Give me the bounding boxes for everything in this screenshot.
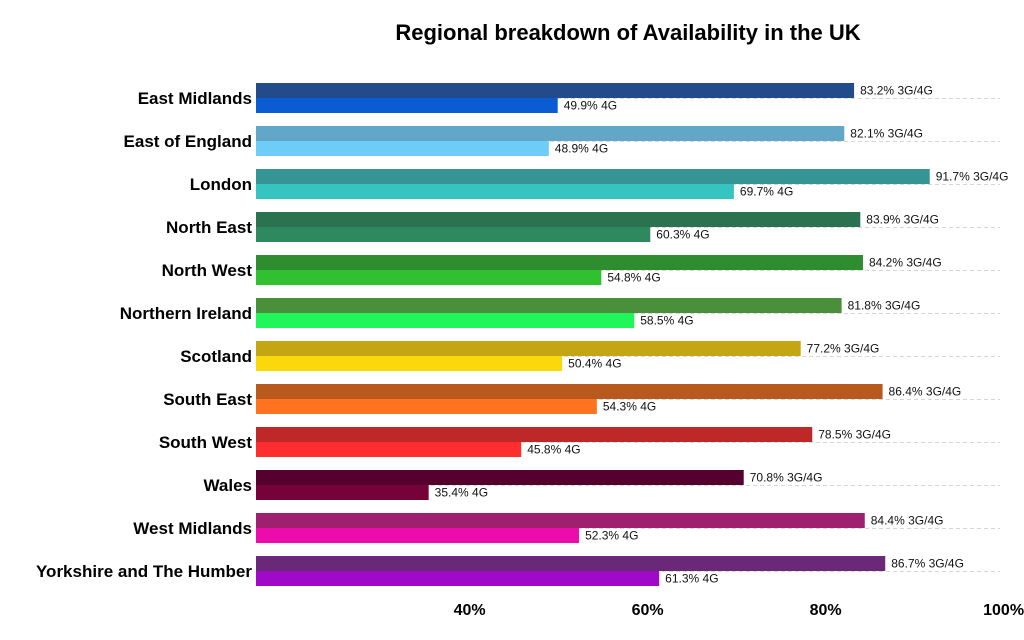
- bar-4g: [256, 184, 734, 199]
- bars: [256, 83, 930, 586]
- data-label-3g4g: 77.2% 3G/4G: [807, 342, 880, 356]
- data-label-4g: 52.3% 4G: [585, 529, 638, 543]
- data-label-4g: 35.4% 4G: [435, 486, 488, 500]
- bar-3g4g: [256, 83, 855, 98]
- x-axis-ticks: 40% 60% 80% 100%: [454, 602, 1024, 619]
- category-label: Northern Ireland: [120, 304, 252, 323]
- bar-4g: [256, 442, 522, 457]
- bar-4g: [256, 571, 660, 586]
- data-label-3g4g: 84.2% 3G/4G: [869, 256, 942, 270]
- bar-3g4g: [256, 212, 861, 227]
- bar-4g: [256, 356, 563, 371]
- data-label-3g4g: 81.8% 3G/4G: [848, 299, 921, 313]
- bar-3g4g: [256, 470, 744, 485]
- bar-4g: [256, 270, 602, 285]
- data-label-4g: 69.7% 4G: [740, 185, 793, 199]
- bar-3g4g: [256, 298, 842, 313]
- category-label: Yorkshire and The Humber: [36, 562, 252, 581]
- bar-4g: [256, 313, 635, 328]
- bar-3g4g: [256, 341, 801, 356]
- data-label-3g4g: 83.9% 3G/4G: [866, 213, 939, 227]
- bar-4g: [256, 485, 429, 500]
- x-tick-label: 60%: [632, 602, 664, 619]
- data-label-3g4g: 86.7% 3G/4G: [891, 557, 964, 571]
- x-tick-label: 80%: [810, 602, 842, 619]
- x-tick-label: 40%: [454, 602, 486, 619]
- data-label-3g4g: 83.2% 3G/4G: [860, 84, 933, 98]
- category-label: West Midlands: [133, 519, 252, 538]
- data-labels: 83.2% 3G/4G 49.9% 4G 82.1% 3G/4G 48.9% 4G 91…: [435, 84, 1009, 586]
- category-labels: East Midlands East of England London North …: [36, 89, 252, 581]
- data-label-3g4g: 91.7% 3G/4G: [936, 170, 1009, 184]
- x-tick-label: 100%: [983, 602, 1024, 619]
- data-label-4g: 60.3% 4G: [656, 228, 709, 242]
- data-label-3g4g: 78.5% 3G/4G: [818, 428, 891, 442]
- data-label-4g: 50.4% 4G: [568, 357, 621, 371]
- data-label-4g: 48.9% 4G: [555, 142, 608, 156]
- chart-title: Regional breakdown of Availability in th…: [395, 20, 861, 45]
- bar-4g: [256, 227, 651, 242]
- bar-3g4g: [256, 169, 930, 184]
- category-label: Scotland: [180, 347, 252, 366]
- category-label: South West: [159, 433, 253, 452]
- category-label: North East: [166, 218, 252, 237]
- category-label: Wales: [203, 476, 252, 495]
- category-label: North West: [162, 261, 253, 280]
- data-label-4g: 54.3% 4G: [603, 400, 656, 414]
- bar-3g4g: [256, 556, 886, 571]
- data-label-3g4g: 82.1% 3G/4G: [850, 127, 923, 141]
- bar-4g: [256, 98, 558, 113]
- bar-4g: [256, 528, 580, 543]
- data-label-4g: 58.5% 4G: [640, 314, 693, 328]
- data-label-4g: 49.9% 4G: [564, 99, 617, 113]
- bar-3g4g: [256, 384, 883, 399]
- category-label: East of England: [124, 132, 252, 151]
- category-label: London: [190, 175, 252, 194]
- data-label-4g: 45.8% 4G: [527, 443, 580, 457]
- bar-4g: [256, 399, 597, 414]
- data-label-3g4g: 84.4% 3G/4G: [871, 514, 944, 528]
- bar-3g4g: [256, 126, 845, 141]
- data-label-3g4g: 86.4% 3G/4G: [889, 385, 962, 399]
- data-label-4g: 61.3% 4G: [665, 572, 718, 586]
- bar-4g: [256, 141, 549, 156]
- bar-3g4g: [256, 427, 813, 442]
- category-label: South East: [163, 390, 252, 409]
- category-label: East Midlands: [138, 89, 252, 108]
- data-label-3g4g: 70.8% 3G/4G: [750, 471, 823, 485]
- data-label-4g: 54.8% 4G: [607, 271, 660, 285]
- bar-3g4g: [256, 513, 865, 528]
- bar-3g4g: [256, 255, 863, 270]
